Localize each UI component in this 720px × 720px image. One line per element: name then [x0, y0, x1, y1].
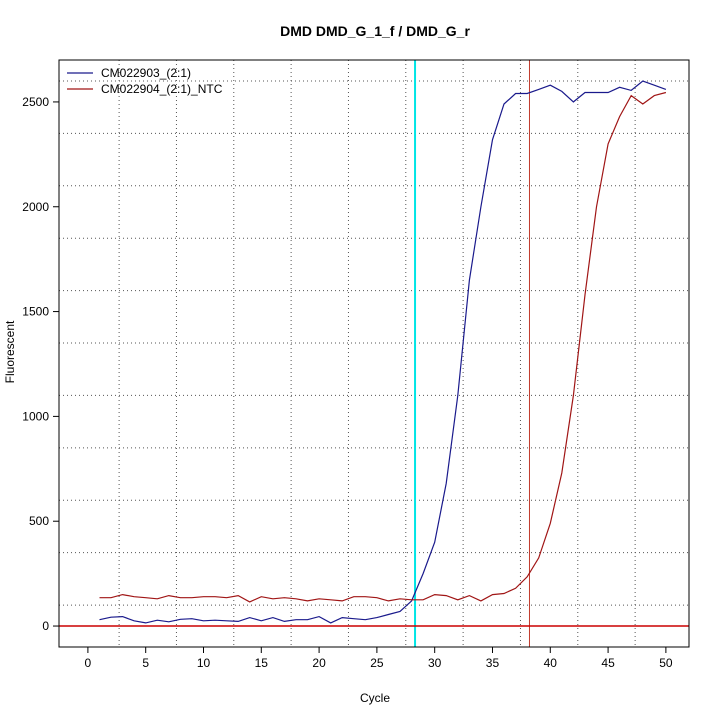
y-tick-label: 0 [42, 619, 49, 633]
x-tick-label: 40 [544, 656, 558, 670]
x-tick-label: 15 [255, 656, 269, 670]
x-tick-label: 25 [370, 656, 384, 670]
grid [59, 60, 689, 647]
y-axis: 0 500 1000 1500 2000 2500 [22, 95, 59, 633]
chart-title: DMD DMD_G_1_f / DMD_G_r [280, 23, 470, 39]
x-tick-label: 45 [601, 656, 615, 670]
legend-entry: CM022903_(2:1) [101, 66, 191, 80]
y-tick-label: 2500 [22, 95, 49, 109]
vertical-markers [414, 60, 530, 647]
x-tick-label: 20 [312, 656, 326, 670]
plot-frame [58, 59, 690, 648]
series-line [99, 80, 667, 624]
y-tick-label: 2000 [22, 200, 49, 214]
y-tick-label: 500 [29, 514, 49, 528]
legend-entry: CM022904_(2:1)_NTC [101, 82, 223, 96]
series-line [99, 91, 667, 603]
x-tick-label: 0 [85, 656, 92, 670]
x-axis: 0 5 10 15 20 25 30 35 40 45 50 [85, 647, 673, 670]
y-tick-label: 1000 [22, 409, 49, 423]
x-tick-label: 35 [486, 656, 500, 670]
x-tick-label: 30 [428, 656, 442, 670]
x-axis-label: Cycle [360, 691, 390, 705]
y-axis-label: Fluorescent [3, 320, 17, 383]
x-tick-label: 5 [142, 656, 149, 670]
y-tick-label: 1500 [22, 305, 49, 319]
x-tick-label: 10 [197, 656, 211, 670]
series-lines [99, 80, 667, 624]
x-tick-label: 50 [659, 656, 673, 670]
legend: CM022903_(2:1) CM022904_(2:1)_NTC [67, 66, 223, 96]
